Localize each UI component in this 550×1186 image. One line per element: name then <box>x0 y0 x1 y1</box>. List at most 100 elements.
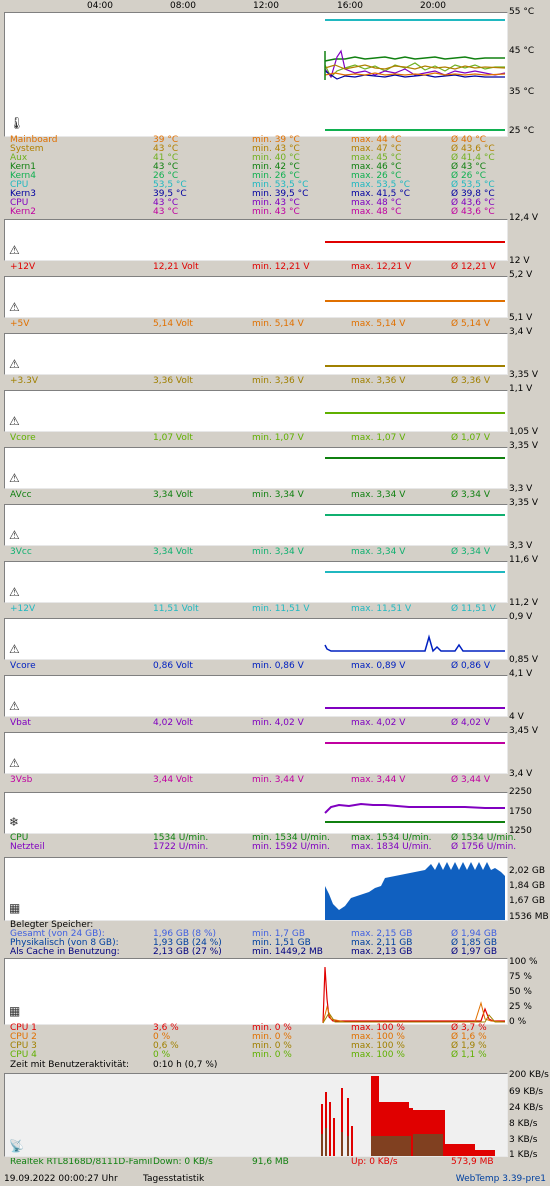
voltage-axis-bottom: 3,3 V <box>509 541 533 551</box>
network-up: Up: 0 KB/s <box>351 1157 398 1167</box>
row-max: max. 1834 U/min. <box>351 842 432 852</box>
voltage-axis-top: 11,6 V <box>509 555 539 565</box>
voltages-row: 3Vsb 3,44 Volt min. 3,44 V max. 3,44 V Ø 3,4… <box>10 776 506 785</box>
row-label: System <box>10 144 44 154</box>
network-axis-label: 24 KB/s <box>509 1103 544 1113</box>
row-label: Vcore <box>10 433 36 443</box>
voltage-chart: ⚠ <box>4 390 508 432</box>
memory-table: Gesamt (von 24 GB): 1,96 GB (8 %) min. 1,7… <box>10 930 506 957</box>
voltage-axis-bottom: 3,4 V <box>509 769 533 779</box>
row-current: 5,14 Volt <box>153 319 193 329</box>
voltage-axis-top: 0,9 V <box>509 612 533 622</box>
memory-chip-icon: ▦ <box>9 901 21 915</box>
fan-plot <box>324 802 505 823</box>
row-label: Kern1 <box>10 162 36 172</box>
row-avg: Ø 26 °C <box>451 171 487 181</box>
warning-icon: ⚠ <box>9 642 20 656</box>
row-min: min. 1,07 V <box>252 433 304 443</box>
voltage-axis-top: 3,45 V <box>509 726 539 736</box>
row-current: 1,93 GB (24 %) <box>153 938 222 948</box>
row-label: CPU 4 <box>10 1050 37 1060</box>
voltage-chart: ⚠ <box>4 675 508 717</box>
temp-row: CPU 53,5 °C min. 53,5 °C max. 53,5 °C Ø 53,5… <box>10 181 506 190</box>
row-current: 1722 U/min. <box>153 842 209 852</box>
warning-icon: ⚠ <box>9 699 20 713</box>
voltage-plot <box>325 571 505 573</box>
row-current: 3,34 Volt <box>153 490 193 500</box>
row-current: 4,02 Volt <box>153 718 193 728</box>
row-min: min. 0 % <box>252 1032 292 1042</box>
time-tick: 16:00 <box>337 1 363 11</box>
row-label: 3Vcc <box>10 547 32 557</box>
row-current: 41 °C <box>153 153 179 163</box>
voltage-table: 3Vcc 3,34 Volt min. 3,34 V max. 3,34 V Ø 3,3… <box>10 548 506 557</box>
temp-axis-label: 45 °C <box>509 46 535 56</box>
row-max: max. 53,5 °C <box>351 180 411 190</box>
voltages-row: +3.3V 3,36 Volt min. 3,36 V max. 3,36 V Ø 3,… <box>10 377 506 386</box>
voltage-axis-bottom: 11,2 V <box>509 598 539 608</box>
row-avg: Ø 11,51 V <box>451 604 496 614</box>
row-avg: Ø 1,1 % <box>451 1050 487 1060</box>
memory-header: Belegter Speicher: <box>10 920 94 930</box>
row-min: min. 26 °C <box>252 171 300 181</box>
row-min: min. 43 °C <box>252 144 300 154</box>
row-avg: Ø 1,94 GB <box>451 929 497 939</box>
row-avg: Ø 53,5 °C <box>451 180 495 190</box>
memory-axis-label: 1,67 GB <box>509 896 546 906</box>
voltage-plot <box>325 514 505 516</box>
voltage-table: +3.3V 3,36 Volt min. 3,36 V max. 3,36 V Ø 3,… <box>10 377 506 386</box>
voltages-row: AVcc 3,34 Volt min. 3,34 V max. 3,34 V Ø 3,3… <box>10 491 506 500</box>
row-label: 3Vsb <box>10 775 33 785</box>
fan-chart: ❄ <box>4 792 508 834</box>
temp-axis-label: 55 °C <box>509 7 535 17</box>
row-avg: Ø 43,6 °C <box>451 207 495 217</box>
row-min: min. 39 °C <box>252 135 300 145</box>
voltage-table: Vcore 1,07 Volt min. 1,07 V max. 1,07 V Ø 1,… <box>10 434 506 443</box>
network-adapter: Realtek RTL8168D/8111D-Familie <box>10 1158 152 1167</box>
memory-axis-label: 2,02 GB <box>509 866 546 876</box>
daily-statistics-link[interactable]: Tagesstatistik <box>143 1174 205 1184</box>
row-label: Kern3 <box>10 189 36 199</box>
row-current: 1,07 Volt <box>153 433 193 443</box>
row-label: Kern2 <box>10 207 36 217</box>
temp-row: Kern3 39,5 °C min. 39,5 °C max. 41,5 °C Ø 39… <box>10 190 506 199</box>
row-label: Gesamt (von 24 GB): <box>10 929 105 939</box>
warning-icon: ⚠ <box>9 528 20 542</box>
memory-row: Gesamt (von 24 GB): 1,96 GB (8 %) min. 1,7… <box>10 930 506 939</box>
row-current: 43 °C <box>153 198 179 208</box>
voltage-axis-top: 1,1 V <box>509 384 533 394</box>
network-axis-label: 1 KB/s <box>509 1150 538 1160</box>
voltage-axis-bottom: 5,1 V <box>509 313 533 323</box>
cpu-icon: ▦ <box>9 1004 21 1018</box>
memory-plot <box>325 862 505 920</box>
row-min: min. 0 % <box>252 1050 292 1060</box>
row-current: 43 °C <box>153 207 179 217</box>
voltage-plot <box>325 365 505 367</box>
row-current: 0,86 Volt <box>153 661 193 671</box>
row-current: 43 °C <box>153 144 179 154</box>
user-activity-label: Zeit mit Benutzeraktivität: <box>10 1060 130 1070</box>
row-min: min. 40 °C <box>252 153 300 163</box>
voltage-table: +12V 11,51 Volt min. 11,51 V max. 11,51 V Ø … <box>10 605 506 614</box>
row-max: max. 41,5 °C <box>351 189 411 199</box>
cpu-table: CPU 1 3,6 % min. 0 % max. 100 % Ø 3,7 % CPU 2… <box>10 1024 506 1060</box>
voltage-table: +12V 12,21 Volt min. 12,21 V max. 12,21 V Ø … <box>10 263 506 272</box>
voltage-axis-bottom: 3,3 V <box>509 484 533 494</box>
row-current: 0 % <box>153 1050 171 1060</box>
row-label: Mainboard <box>10 135 58 145</box>
network-axis-label: 8 KB/s <box>509 1119 538 1129</box>
cpu-axis-label: 50 % <box>509 987 532 997</box>
voltage-chart: ⚠ <box>4 561 508 603</box>
fans-row: CPU 1534 U/min. min. 1534 U/min. max. 1534 … <box>10 834 516 843</box>
temperature-plot <box>324 19 506 131</box>
memory-row: Als Cache in Benutzung: 2,13 GB (27 %) min… <box>10 948 506 957</box>
row-avg: Ø 1534 U/min. <box>451 833 517 843</box>
voltages-row: 3Vcc 3,34 Volt min. 3,34 V max. 3,34 V Ø 3,3… <box>10 548 506 557</box>
voltage-table: AVcc 3,34 Volt min. 3,34 V max. 3,34 V Ø 3,3… <box>10 491 506 500</box>
row-label: Als Cache in Benutzung: <box>10 947 120 957</box>
fan-icon: ❄ <box>9 815 20 829</box>
row-current: 11,51 Volt <box>153 604 199 614</box>
row-max: max. 47 °C <box>351 144 402 154</box>
network-icon: 📡 <box>9 1139 24 1153</box>
voltages-row: Vbat 4,02 Volt min. 4,02 V max. 4,02 V Ø 4,0… <box>10 719 506 728</box>
